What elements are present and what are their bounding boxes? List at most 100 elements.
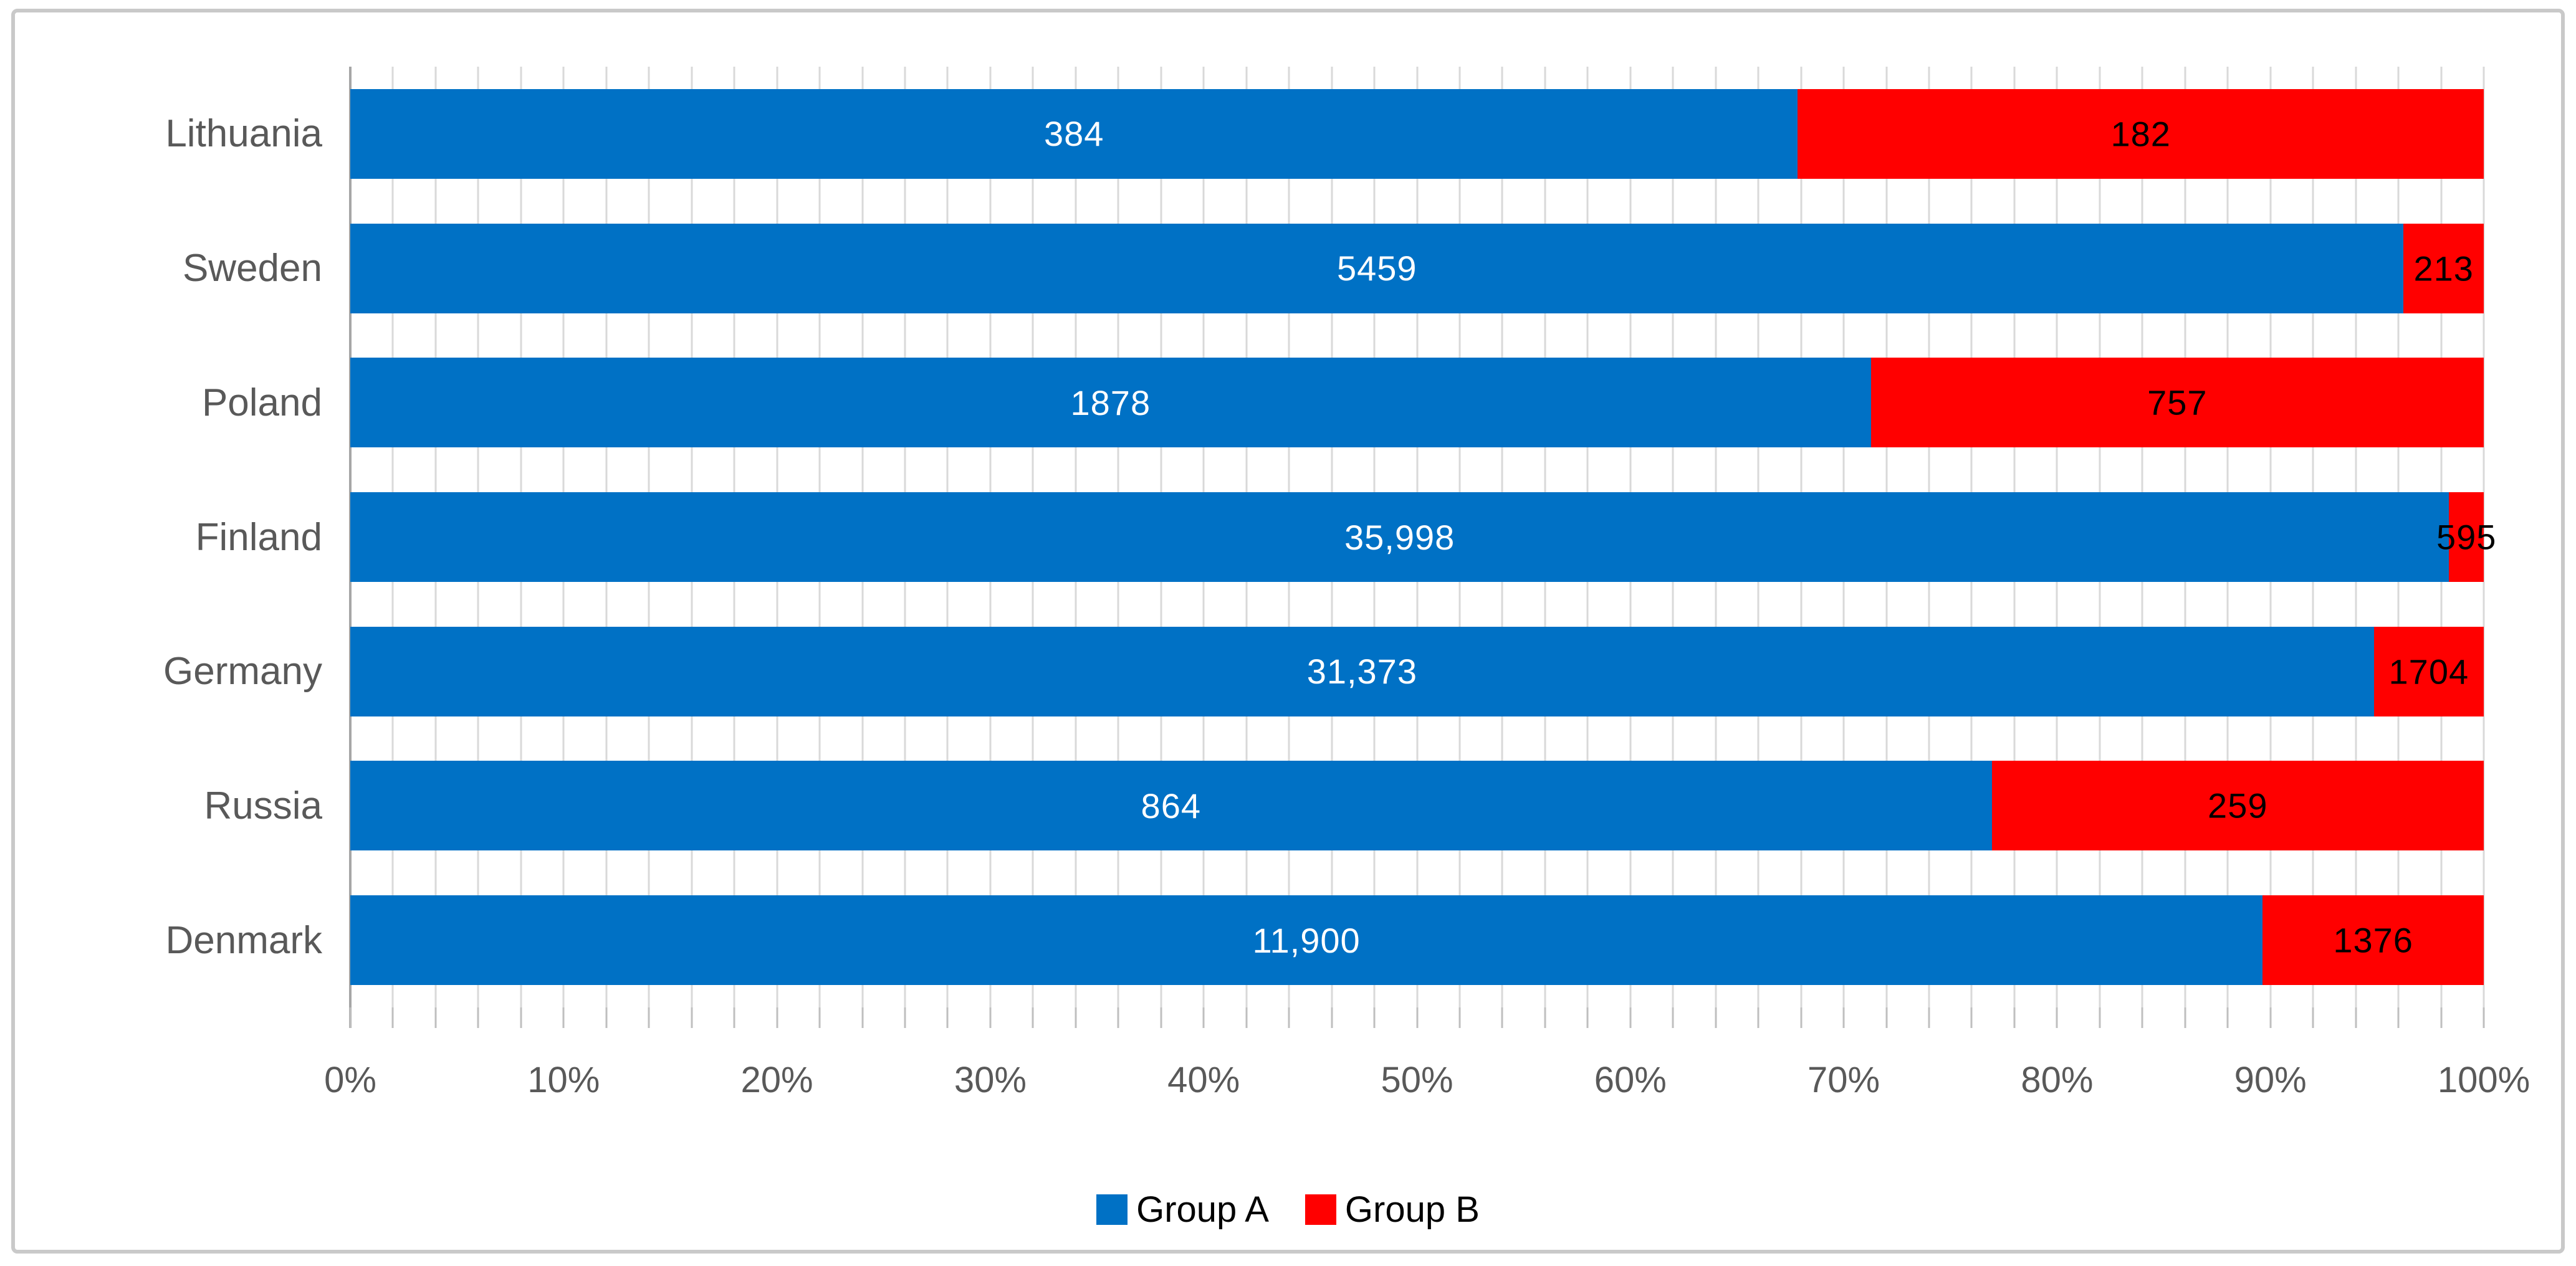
axis-tick [2184, 1007, 2186, 1028]
axis-tick [1586, 1007, 1589, 1028]
data-label-group-a: 31,373 [1306, 652, 1417, 692]
bar-row: 5459 213 [350, 201, 2484, 336]
bar-row: 864 259 [350, 739, 2484, 873]
axis-tick [1075, 1007, 1077, 1028]
axis-tick [349, 1007, 352, 1028]
x-tick-label: 60% [1594, 1060, 1667, 1100]
axis-tick [1970, 1007, 1973, 1028]
axis-tick [733, 1007, 735, 1028]
axis-tick [1842, 1007, 1845, 1028]
axis-tick [2269, 1007, 2272, 1028]
data-label-group-a: 5459 [1336, 249, 1417, 288]
data-label-group-b: 1376 [2333, 920, 2413, 960]
axis-tick [1373, 1007, 1376, 1028]
data-label-group-a: 11,900 [1252, 920, 1361, 960]
data-label-group-a: 864 [1141, 786, 1201, 826]
axis-tick [1331, 1007, 1333, 1028]
axis-tick [2483, 1007, 2485, 1028]
legend-swatch-group-a [1096, 1194, 1128, 1225]
axis-tick [1160, 1007, 1162, 1028]
axis-tick [2099, 1007, 2101, 1028]
axis-tick [818, 1007, 821, 1028]
category-label: Denmark [165, 918, 322, 962]
legend-label-group-a: Group A [1136, 1189, 1269, 1230]
x-tick-label: 80% [2021, 1060, 2094, 1100]
axis-tick [1928, 1007, 1930, 1028]
data-label-group-a: 1878 [1070, 383, 1151, 422]
x-tick-label: 100% [2437, 1060, 2531, 1100]
segment-group-b [1870, 358, 2484, 448]
legend-item-group-a: Group A [1096, 1189, 1269, 1230]
bar-row: 1878 757 [350, 335, 2484, 470]
segment-group-a: 384 [350, 88, 1798, 179]
stacked-bar: 31,373 [350, 626, 2484, 716]
axis-tick [648, 1007, 650, 1028]
stacked-bar: 35,998 [350, 492, 2484, 583]
axis-tick [2013, 1007, 2016, 1028]
segment-group-b [2373, 626, 2484, 716]
axis-tick [1544, 1007, 1546, 1028]
axis-tick [946, 1007, 949, 1028]
segment-group-a: 35,998 [350, 492, 2449, 583]
axis-tick [2355, 1007, 2357, 1028]
category-label: Russia [204, 784, 322, 827]
legend-label-group-b: Group B [1344, 1189, 1480, 1230]
axis-tick [1288, 1007, 1290, 1028]
stacked-bar: 384 [350, 88, 2484, 179]
data-label-group-a: 35,998 [1344, 517, 1455, 557]
axis-tick [1458, 1007, 1461, 1028]
axis-tick [1245, 1007, 1248, 1028]
x-tick-label: 40% [1167, 1060, 1240, 1100]
axis-tick [1672, 1007, 1674, 1028]
axis-tick [1800, 1007, 1803, 1028]
axis-tick [989, 1007, 992, 1028]
data-label-group-b: 259 [2208, 786, 2268, 826]
bar-row: 31,373 1704 [350, 604, 2484, 739]
axis-tick [2056, 1007, 2058, 1028]
axis-tick [861, 1007, 864, 1028]
legend: Group A Group B [0, 1189, 2576, 1230]
bar-row: 11,900 1376 [350, 873, 2484, 1007]
x-tick-label: 30% [954, 1060, 1027, 1100]
axis-tick [904, 1007, 906, 1028]
x-tick-label: 50% [1381, 1060, 1453, 1100]
bar-row: 384 182 [350, 67, 2484, 201]
segment-group-a: 5459 [350, 223, 2404, 313]
x-tick-label: 20% [740, 1060, 813, 1100]
segment-group-b [1991, 761, 2484, 851]
axis-tick [1032, 1007, 1034, 1028]
axis-tick [1501, 1007, 1503, 1028]
stacked-bar: 864 [350, 761, 2484, 851]
segment-group-b [2262, 895, 2484, 986]
data-label-group-b: 757 [2147, 383, 2208, 422]
segment-group-a: 11,900 [350, 895, 2263, 986]
stacked-bar: 11,900 [350, 895, 2484, 986]
stacked-bar: 5459 [350, 223, 2484, 313]
axis-tick [477, 1007, 479, 1028]
x-tick-label: 90% [2234, 1060, 2307, 1100]
axis-tick [1202, 1007, 1205, 1028]
axis-tick [776, 1007, 778, 1028]
x-tick-label: 0% [324, 1060, 376, 1100]
axis-tick [1117, 1007, 1119, 1028]
category-label: Germany [163, 650, 322, 693]
axis-tick [1757, 1007, 1760, 1028]
value-axis-labels: 0% 10% 20% 30% 40% 50% 60% 70% 80% 90% 100% [324, 1059, 2530, 1109]
axis-tick [520, 1007, 522, 1028]
axis-tick [1715, 1007, 1717, 1028]
segment-group-a: 1878 [350, 358, 1871, 448]
stacked-bar: 1878 [350, 358, 2484, 448]
axis-tick [2226, 1007, 2229, 1028]
legend-item-group-b: Group B [1305, 1189, 1480, 1230]
category-label: Lithuania [165, 112, 322, 156]
data-label-group-b: 182 [2110, 114, 2171, 154]
segment-group-b [1798, 88, 2484, 179]
axis-tick [2397, 1007, 2400, 1028]
bar-series-container: 384 182 5459 213 1878 757 35,998 595 31,373 1704 8… [350, 67, 2496, 1007]
axis-tick [1629, 1007, 1632, 1028]
value-axis-ticks [349, 1007, 2485, 1028]
segment-group-a: 31,373 [350, 626, 2374, 716]
plot-area: 384 182 5459 213 1878 757 35,998 595 31,373 1704 8… [349, 67, 2496, 1028]
x-tick-label: 10% [527, 1060, 600, 1100]
